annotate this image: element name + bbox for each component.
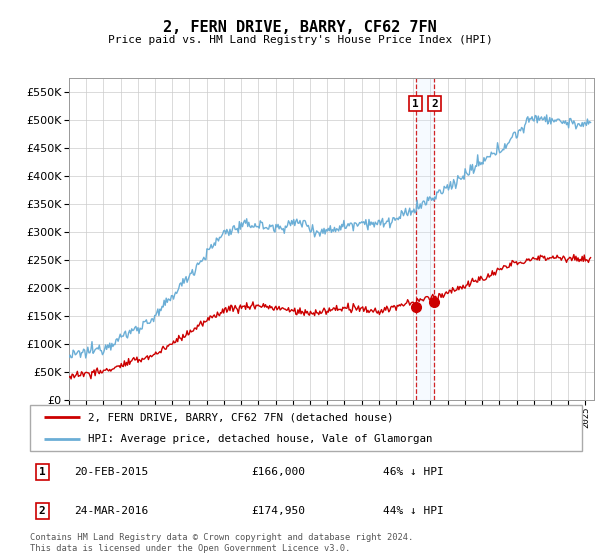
Text: 2, FERN DRIVE, BARRY, CF62 7FN (detached house): 2, FERN DRIVE, BARRY, CF62 7FN (detached… [88,412,394,422]
Text: 46% ↓ HPI: 46% ↓ HPI [383,466,444,477]
Text: 1: 1 [412,99,419,109]
Text: Price paid vs. HM Land Registry's House Price Index (HPI): Price paid vs. HM Land Registry's House … [107,35,493,45]
Text: 2: 2 [431,99,438,109]
Text: £174,950: £174,950 [251,506,305,516]
Text: 2: 2 [39,506,46,516]
Text: 1: 1 [39,466,46,477]
Text: 20-FEB-2015: 20-FEB-2015 [74,466,148,477]
Text: 24-MAR-2016: 24-MAR-2016 [74,506,148,516]
FancyBboxPatch shape [30,405,582,451]
Text: 2, FERN DRIVE, BARRY, CF62 7FN: 2, FERN DRIVE, BARRY, CF62 7FN [163,20,437,35]
Text: 44% ↓ HPI: 44% ↓ HPI [383,506,444,516]
Text: HPI: Average price, detached house, Vale of Glamorgan: HPI: Average price, detached house, Vale… [88,435,433,444]
Text: Contains HM Land Registry data © Crown copyright and database right 2024.
This d: Contains HM Land Registry data © Crown c… [30,533,413,553]
Text: £166,000: £166,000 [251,466,305,477]
Bar [415,78,434,400]
